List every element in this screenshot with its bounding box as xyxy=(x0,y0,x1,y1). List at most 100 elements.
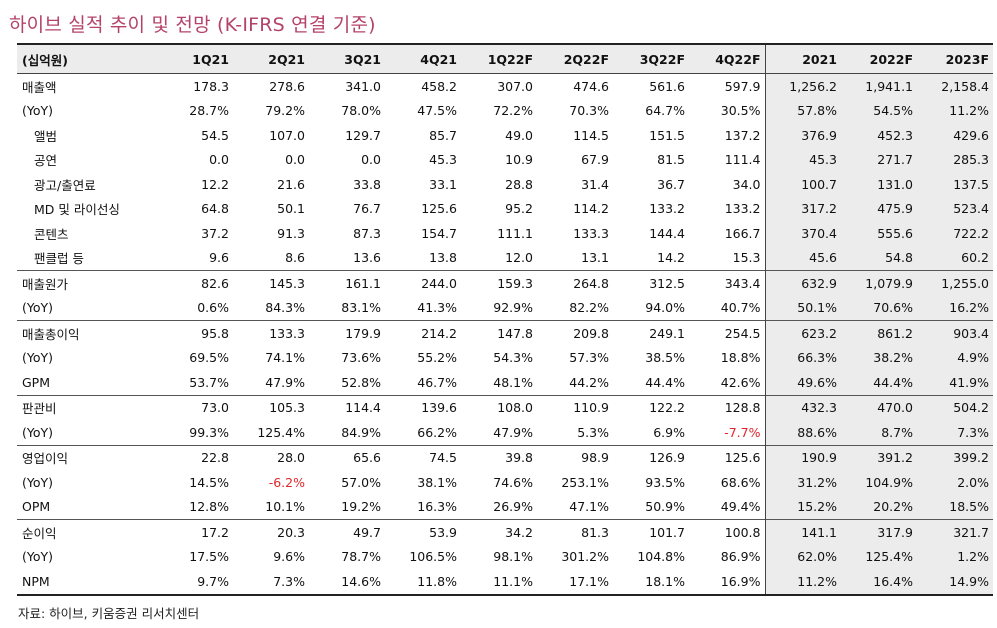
table-cell: 57.8% xyxy=(764,98,841,123)
table-cell: 399.2 xyxy=(917,444,993,470)
table-cell: 597.9 xyxy=(724,78,761,94)
table-cell: 88.6% xyxy=(764,420,841,445)
table-cell: 107.0 xyxy=(269,127,305,143)
table-cell: 312.5 xyxy=(613,270,689,296)
table-cell: 0.6% xyxy=(197,300,229,316)
table-cell: 45.3 xyxy=(764,147,841,172)
table-cell: 1,255.0 xyxy=(917,270,993,296)
table-cell: 8.6 xyxy=(285,250,305,266)
table-row: (YoY) 0.6% 84.3% 83.1% 41.3% 92.9% 82.2% 94.0% 4… xyxy=(17,295,993,321)
table-cell: 254.5 xyxy=(689,320,765,346)
table-cell: 45.6 xyxy=(764,245,841,271)
table-cell: 78.7% xyxy=(341,549,381,565)
table-cell: 105.3 xyxy=(233,394,309,420)
table-cell: 474.6 xyxy=(573,78,609,94)
table-cell: 317.2 xyxy=(764,196,841,221)
table-cell: 18.5% xyxy=(917,494,993,520)
table-row: 매출총이익 95.8 133.3 179.9 214.2 147.8 209.8 249.1 2… xyxy=(17,320,993,346)
table-cell: 14.9% xyxy=(917,569,993,596)
table-row: NPM 9.7% 7.3% 14.6% 11.8% 11.1% 17.1% 18.1% 16.9… xyxy=(17,569,993,596)
table-cell: 523.4 xyxy=(917,196,993,221)
table-cell: 15.3 xyxy=(732,250,761,266)
table-cell: 16.4% xyxy=(841,569,917,596)
table-cell: 94.0% xyxy=(645,300,685,316)
table-cell: 12.8% xyxy=(189,499,229,515)
table-cell: 79.2% xyxy=(265,103,305,119)
table-row: (YoY) 28.7% 79.2% 78.0% 47.5% 72.2% 70.3% 64.7%… xyxy=(17,98,993,123)
table-cell: 17.1% xyxy=(537,569,613,596)
table-cell: 95.8 xyxy=(157,320,233,346)
header-period: 2021 xyxy=(764,43,841,74)
table-cell: 321.7 xyxy=(917,519,993,545)
table-cell: 28.7% xyxy=(189,103,229,119)
table-cell: 91.3 xyxy=(277,225,305,241)
table-cell: 38.1% xyxy=(417,474,457,490)
table-cell: 13.6 xyxy=(353,250,381,266)
table-cell: 53.7% xyxy=(189,374,229,390)
row-label: 콘텐츠 xyxy=(34,226,69,242)
table-cell: 125.4% xyxy=(841,544,917,569)
table-cell: 2,158.4 xyxy=(917,73,993,99)
table-row: 순이익 17.2 20.3 49.7 53.9 34.2 81.3 101.7 100.8 141… xyxy=(17,519,993,545)
table-cell: 54.3% xyxy=(493,350,533,366)
table-cell: 125.6 xyxy=(689,444,765,470)
header-period: 4Q22F xyxy=(689,43,765,74)
table-cell: 47.5% xyxy=(417,103,457,119)
table-cell: 104.8% xyxy=(637,549,685,565)
table-cell: 28.0 xyxy=(233,444,309,470)
table-cell: 137.5 xyxy=(917,172,993,197)
table-cell: 1,079.9 xyxy=(841,270,917,296)
table-cell: 49.4% xyxy=(720,499,761,515)
row-label: 앨범 xyxy=(34,128,58,144)
table-cell: 54.5 xyxy=(201,127,229,143)
table-cell: 285.3 xyxy=(917,147,993,172)
table-cell: 458.2 xyxy=(421,78,457,94)
table-cell: 95.2 xyxy=(505,201,533,217)
table-cell: 46.7% xyxy=(417,374,457,390)
table-cell: 106.5% xyxy=(409,549,457,565)
row-label: 매출액 xyxy=(22,79,57,95)
row-label: MD 및 라이선싱 xyxy=(34,202,120,218)
table-cell: 343.4 xyxy=(689,270,765,296)
table-cell: 104.9% xyxy=(841,470,917,495)
table-cell: 84.3% xyxy=(265,300,305,316)
table-cell: 50.1% xyxy=(764,295,841,321)
header-period: 2Q22F xyxy=(537,43,613,74)
header-row: (십억원) 1Q21 2Q21 3Q21 4Q21 1Q22F 2Q22F 3Q22F 4Q22… xyxy=(17,43,993,74)
table-cell: 504.2 xyxy=(917,394,993,420)
table-cell: 20.3 xyxy=(233,519,309,545)
table-cell: 78.0% xyxy=(341,103,381,119)
table-cell: 0.0 xyxy=(361,152,381,168)
table-cell: 1,256.2 xyxy=(764,73,841,99)
table-cell: 100.8 xyxy=(689,519,765,545)
table-cell: 125.6 xyxy=(421,201,457,217)
table-cell: 44.4% xyxy=(645,374,685,390)
table-cell: 114.2 xyxy=(573,201,609,217)
table-cell: 64.8 xyxy=(201,201,229,217)
table-row: 광고/출연료 12.2 21.6 33.8 33.1 28.8 31.4 36.7 34.0 10… xyxy=(17,172,993,197)
row-label: (YoY) xyxy=(22,103,54,119)
header-period: 2Q21 xyxy=(233,43,309,74)
table-cell: 30.5% xyxy=(720,103,761,119)
table-cell: 141.1 xyxy=(764,519,841,545)
table-cell: 432.3 xyxy=(764,394,841,420)
table-cell: 21.6 xyxy=(277,176,305,192)
table-cell: 18.1% xyxy=(613,569,689,596)
table-cell: 70.6% xyxy=(841,295,917,321)
table-cell: 178.3 xyxy=(193,78,229,94)
table-cell: 47.1% xyxy=(569,499,609,515)
table-cell: 9.7% xyxy=(157,569,233,596)
table-cell: 190.9 xyxy=(764,444,841,470)
table-cell: 0.0 xyxy=(209,152,229,168)
table-cell: 53.9 xyxy=(385,519,461,545)
table-row: GPM 53.7% 47.9% 52.8% 46.7% 48.1% 44.2% 44.4% 42… xyxy=(17,370,993,395)
table-cell: 100.7 xyxy=(764,172,841,197)
header-period: 3Q21 xyxy=(309,43,385,74)
table-row: 매출액 178.3 278.6 341.0 458.2 307.0 474.6 561.6 59… xyxy=(17,73,993,99)
table-cell: 475.9 xyxy=(841,196,917,221)
table-cell: 151.5 xyxy=(649,127,685,143)
table-cell: 31.4 xyxy=(581,176,609,192)
table-cell: 10.1% xyxy=(265,499,305,515)
table-cell: 70.3% xyxy=(569,103,609,119)
table-cell: 50.9% xyxy=(645,499,685,515)
